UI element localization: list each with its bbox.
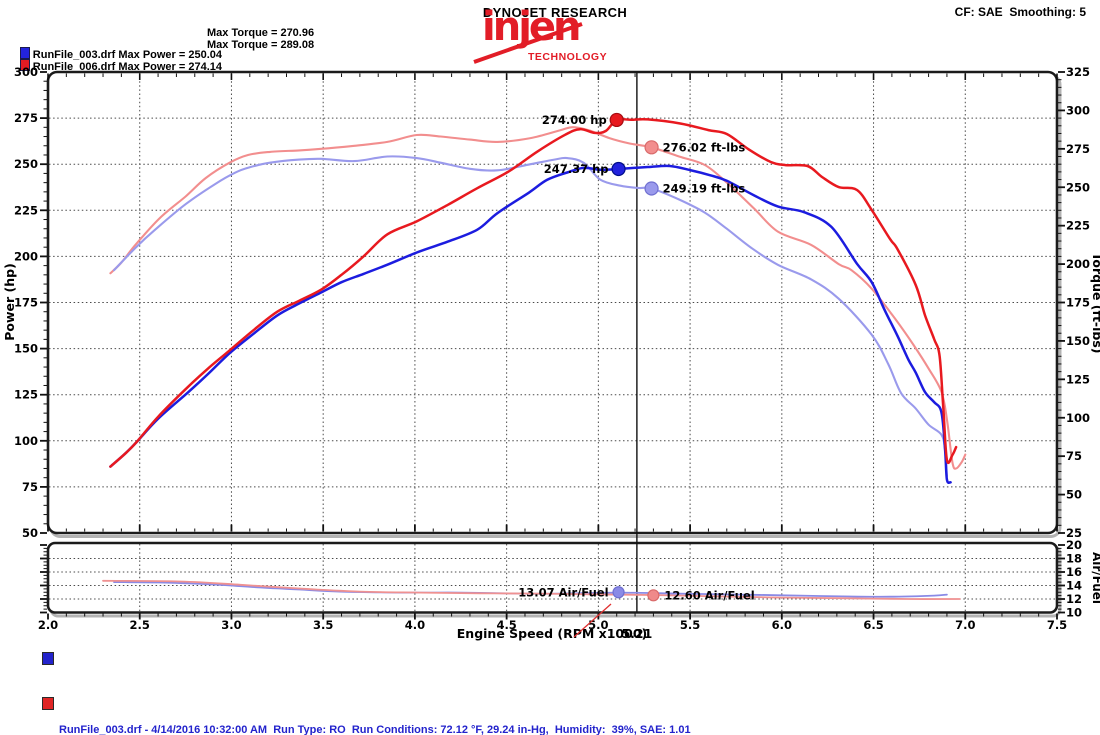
run1-marker-icon [42, 652, 54, 665]
svg-text:2.0: 2.0 [38, 618, 58, 632]
svg-text:4.0: 4.0 [405, 618, 425, 632]
dynojet-research-title: DYNOJET RESEARCH [482, 5, 628, 20]
legend-run1-torque: Max Torque = 270.96 [207, 27, 315, 39]
svg-text:Torque (ft-lbs): Torque (ft-lbs) [1090, 253, 1100, 354]
legend-run2-text: RunFile_006.drf Max Power = 274.14 [32, 61, 223, 73]
legend-row-pf7017: RunFile_006.drf Max Power = 274.14 Max T… [2, 39, 314, 73]
svg-text:5.0: 5.0 [588, 618, 608, 632]
svg-text:5.21: 5.21 [621, 626, 652, 641]
svg-text:249.19 ft-lbs: 249.19 ft-lbs [663, 181, 746, 195]
svg-text:200: 200 [1066, 257, 1090, 271]
svg-text:225: 225 [1066, 219, 1090, 233]
svg-text:275: 275 [14, 111, 38, 125]
svg-text:250: 250 [14, 157, 38, 171]
svg-text:275: 275 [1066, 142, 1090, 156]
legend-run1-text: RunFile_003.drf Max Power = 250.04 [32, 49, 223, 61]
svg-text:3.0: 3.0 [221, 618, 241, 632]
svg-text:75: 75 [22, 480, 38, 494]
svg-text:12.60 Air/Fuel: 12.60 Air/Fuel [664, 588, 754, 602]
svg-text:50: 50 [1066, 488, 1082, 502]
svg-text:150: 150 [1066, 334, 1090, 348]
svg-text:6.0: 6.0 [772, 618, 792, 632]
svg-text:274.00 hp: 274.00 hp [542, 113, 607, 127]
svg-text:7.5: 7.5 [1047, 618, 1067, 632]
legend-row-baseline: RunFile_003.drf Max Power = 250.04 Max T… [2, 27, 314, 61]
svg-text:125: 125 [1066, 372, 1090, 386]
run2-color-swatch-icon [19, 59, 30, 71]
svg-text:247.37 hp: 247.37 hp [544, 162, 609, 176]
svg-text:175: 175 [14, 296, 38, 310]
svg-text:Air/Fuel: Air/Fuel [1090, 552, 1100, 604]
svg-text:6.5: 6.5 [863, 618, 883, 632]
svg-text:150: 150 [14, 342, 38, 356]
svg-text:100: 100 [14, 434, 38, 448]
svg-text:Engine Speed (RPM x1000): Engine Speed (RPM x1000) [457, 626, 647, 641]
svg-text:175: 175 [1066, 296, 1090, 310]
svg-text:50: 50 [22, 526, 38, 540]
svg-text:20: 20 [1066, 538, 1082, 552]
svg-text:300: 300 [1066, 103, 1090, 117]
svg-text:5.5: 5.5 [680, 618, 700, 632]
svg-text:100: 100 [1066, 411, 1090, 425]
injen-logo-subtext: TECHNOLOGY [528, 51, 608, 63]
run2-marker-icon [42, 697, 54, 710]
correction-factor-label: CF: SAE Smoothing: 5 [954, 5, 1086, 19]
injen-logo: injen TECHNOLOGY [472, 4, 652, 64]
svg-text:125: 125 [14, 388, 38, 402]
svg-text:300: 300 [14, 65, 38, 79]
svg-text:16: 16 [1066, 565, 1082, 579]
svg-text:10: 10 [1066, 606, 1082, 620]
svg-text:14: 14 [1066, 579, 1082, 593]
svg-text:2.5: 2.5 [130, 618, 150, 632]
run1-color-swatch-icon [19, 47, 30, 59]
svg-text:7.0: 7.0 [955, 618, 975, 632]
svg-text:3.5: 3.5 [313, 618, 333, 632]
svg-text:225: 225 [14, 203, 38, 217]
svg-text:25: 25 [1066, 526, 1082, 540]
svg-text:325: 325 [1066, 65, 1090, 79]
svg-text:13.07 Air/Fuel: 13.07 Air/Fuel [518, 585, 608, 599]
svg-text:12: 12 [1066, 592, 1082, 606]
svg-text:18: 18 [1066, 552, 1082, 566]
svg-text:4.5: 4.5 [496, 618, 516, 632]
svg-text:276.02 ft-lbs: 276.02 ft-lbs [663, 140, 746, 154]
run2-details: RunFile_006.drf - 4/14/2016 11:02:18 AM … [42, 695, 690, 735]
logo-slash-icon [473, 22, 583, 64]
run1-conditions: RunFile_003.drf - 4/14/2016 10:32:00 AM … [59, 723, 691, 735]
svg-text:75: 75 [1066, 449, 1082, 463]
run1-details: RunFile_003.drf - 4/14/2016 10:32:00 AM … [42, 650, 691, 735]
svg-text:250: 250 [1066, 180, 1090, 194]
legend-run2-torque: Max Torque = 289.08 [207, 39, 315, 51]
svg-text:Power (hp): Power (hp) [2, 263, 17, 341]
svg-text:200: 200 [14, 249, 38, 263]
